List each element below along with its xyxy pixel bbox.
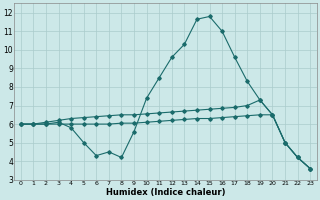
X-axis label: Humidex (Indice chaleur): Humidex (Indice chaleur) — [106, 188, 225, 197]
